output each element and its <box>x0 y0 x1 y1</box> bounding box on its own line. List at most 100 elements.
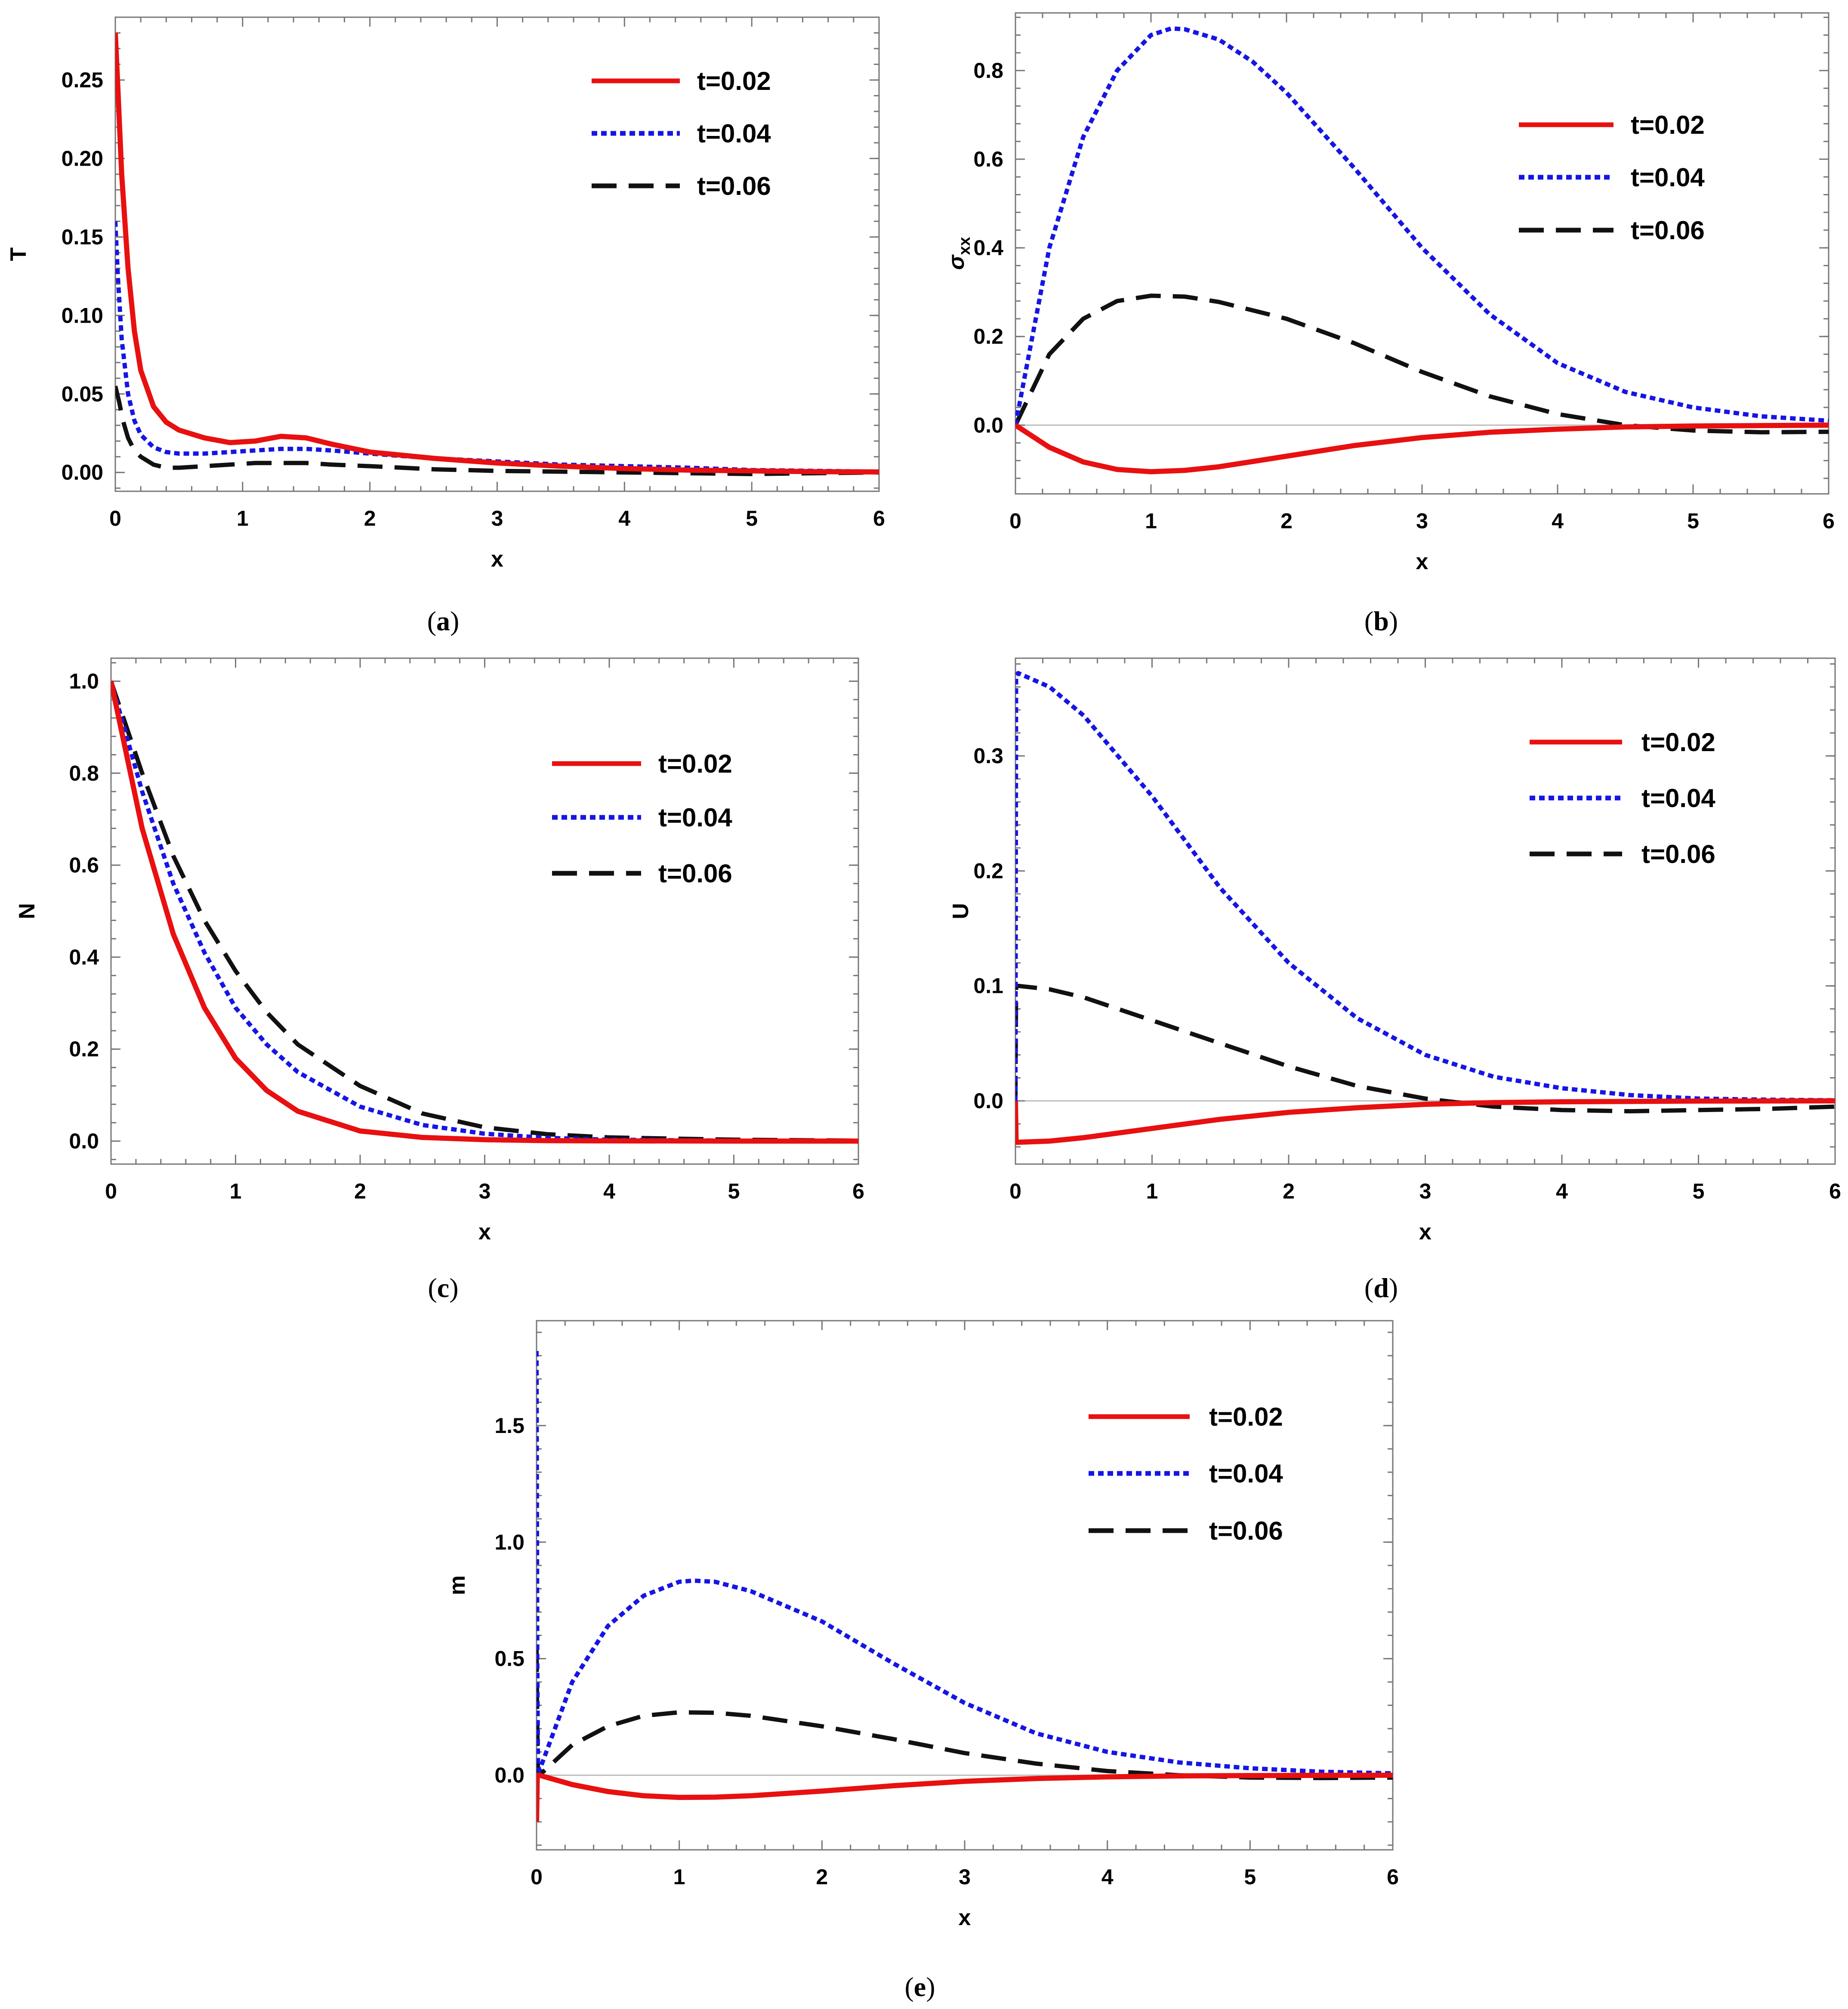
x-tick-label: 4 <box>1552 509 1564 533</box>
x-tick-label: 3 <box>491 506 503 530</box>
chart-panel-d: 0 1 2 3 4 5 6 0.0 0.1 0.2 0.3 x Ut=0.02 t=0.04 t=0.06 (… <box>948 657 1841 1303</box>
x-tick-label: 5 <box>1693 1179 1705 1203</box>
legend: t=0.02 t=0.04 t=0.06 <box>1519 111 1705 245</box>
x-tick-label: 4 <box>1101 1865 1114 1889</box>
y-tick-label: 1.0 <box>494 1530 524 1554</box>
x-tick-label: 0 <box>1009 1179 1021 1203</box>
x-tick-label: 6 <box>1823 509 1835 533</box>
x-axis-label: x <box>491 547 503 572</box>
series-group <box>1015 26 1829 475</box>
x-tick-label: 2 <box>354 1179 366 1203</box>
panel-caption: (d) <box>1364 1273 1398 1303</box>
y-tick-label: 0.6 <box>69 853 99 877</box>
series-group <box>537 1351 1393 1822</box>
x-tick-label: 1 <box>237 506 249 530</box>
y-tick-label: 0.20 <box>62 146 103 170</box>
legend-label: t=0.04 <box>697 119 771 148</box>
x-tick-label: 0 <box>105 1179 117 1203</box>
series-line-t-0_02 <box>111 681 858 1144</box>
legend: t=0.02 t=0.04 t=0.06 <box>552 749 732 888</box>
y-tick-label: 0.15 <box>62 225 103 249</box>
x-tick-label: 3 <box>959 1865 971 1889</box>
y-axis-label-subscript: xx <box>956 237 974 255</box>
x-tick-label: 3 <box>1419 1179 1432 1203</box>
legend-label: t=0.06 <box>1641 840 1715 869</box>
x-tick-label: 0 <box>531 1865 543 1889</box>
y-tick-label: 0.4 <box>973 236 1003 260</box>
x-tick-label: 1 <box>230 1179 242 1203</box>
x-axis-label: x <box>1419 1220 1432 1245</box>
legend-label: t=0.04 <box>1641 784 1715 813</box>
series-line-t-0_06 <box>1015 293 1829 434</box>
chart-panel-e: 0 1 2 3 4 5 6 0.0 0.5 1.0 1.5 x m t=0.02 t=0.04 t=0.06 (… <box>445 1320 1399 2002</box>
series-line-t-0_04 <box>537 1351 1393 1776</box>
x-tick-label: 3 <box>479 1179 491 1203</box>
y-tick-label: 1.0 <box>69 669 99 693</box>
y-tick-label: 0.0 <box>494 1763 524 1787</box>
chart-panel-c: 0 1 2 3 4 5 60.00.20.40.60.81.0xNt=0.02t=0.04t… <box>15 657 864 1303</box>
x-axis-label: x <box>478 1220 491 1245</box>
y-tick-label: 0.6 <box>973 147 1003 171</box>
series-line-t-0_02 <box>1015 422 1829 475</box>
y-tick-label: 0.05 <box>62 382 103 406</box>
legend-label: t=0.02 <box>1631 111 1705 139</box>
x-tick-label: 6 <box>1387 1865 1399 1889</box>
y-tick-label: 0.0 <box>973 1089 1003 1113</box>
x-tick-label: 6 <box>873 506 885 530</box>
panel-caption: (b) <box>1364 606 1398 636</box>
series-line-t-0_02 <box>1015 1098 1835 1145</box>
chart-panel-b: 0 1 2 3 4 5 60.00.20.40.60.8xσxxt=0.02t=0.04t=… <box>944 12 1835 636</box>
x-tick-label: 5 <box>1244 1865 1256 1889</box>
x-tick-label: 3 <box>1416 509 1428 533</box>
legend-label: t=0.04 <box>1631 163 1705 192</box>
x-tick-label: 6 <box>1829 1179 1841 1203</box>
series-line-t-0_04 <box>1015 26 1829 426</box>
legend: t=0.02 t=0.04 t=0.06 <box>1530 728 1715 869</box>
series-group <box>1015 671 1835 1145</box>
x-tick-label: 1 <box>1146 1179 1158 1203</box>
y-tick-label: 0.2 <box>973 324 1003 348</box>
legend: t=0.02 t=0.04 t=0.06 <box>592 67 771 200</box>
y-axis-label: σxx <box>944 237 974 270</box>
panel-caption-letter: e <box>914 1972 926 2002</box>
y-tick-label: 0.2 <box>69 1037 99 1061</box>
legend-label: t=0.02 <box>697 67 771 96</box>
y-tick-label: 0.5 <box>494 1647 524 1671</box>
panel-caption: (c) <box>428 1273 458 1303</box>
y-tick-label: 0.1 <box>973 974 1003 998</box>
y-tick-label: 0.0 <box>69 1129 99 1153</box>
x-axis-label: x <box>959 1905 971 1930</box>
chart-panel-a: 0 1 2 3 4 5 60.000.050.100.150.200.25xTt=0.02t… <box>6 16 885 636</box>
x-tick-label: 2 <box>1280 509 1293 533</box>
y-axis-label: U <box>948 903 973 919</box>
y-tick-label: 0.8 <box>69 761 99 785</box>
series-group <box>111 680 858 1144</box>
panel-caption-letter: a <box>436 606 450 636</box>
series-line-t-0_04 <box>1015 671 1835 1103</box>
x-tick-label: 4 <box>618 506 630 530</box>
y-axis-label: m <box>445 1575 470 1595</box>
series-line-t-0_06 <box>111 680 858 1143</box>
series-line-t-0_06 <box>115 385 879 476</box>
series-line-t-0_02 <box>537 1772 1393 1822</box>
y-tick-label: 0.3 <box>973 744 1003 768</box>
x-tick-label: 5 <box>1687 509 1699 533</box>
legend-label: t=0.06 <box>658 859 732 888</box>
y-tick-label: 0.8 <box>973 59 1003 83</box>
panel-caption-letter: d <box>1373 1273 1389 1303</box>
x-tick-label: 6 <box>852 1179 864 1203</box>
x-tick-label: 5 <box>728 1179 740 1203</box>
x-tick-label: 0 <box>109 506 121 530</box>
x-tick-label: 0 <box>1009 509 1021 533</box>
x-tick-label: 2 <box>816 1865 828 1889</box>
legend: t=0.02 t=0.04 t=0.06 <box>1089 1402 1283 1545</box>
x-tick-label: 2 <box>364 506 376 530</box>
y-tick-label: 0.4 <box>69 945 99 969</box>
series-group <box>115 33 879 476</box>
legend-label: t=0.04 <box>658 803 732 832</box>
y-tick-label: 0.25 <box>62 68 103 92</box>
panel-caption-letter: b <box>1373 606 1389 636</box>
y-tick-label: 0.00 <box>62 460 103 484</box>
y-axis-label-symbol: σ <box>944 254 969 270</box>
